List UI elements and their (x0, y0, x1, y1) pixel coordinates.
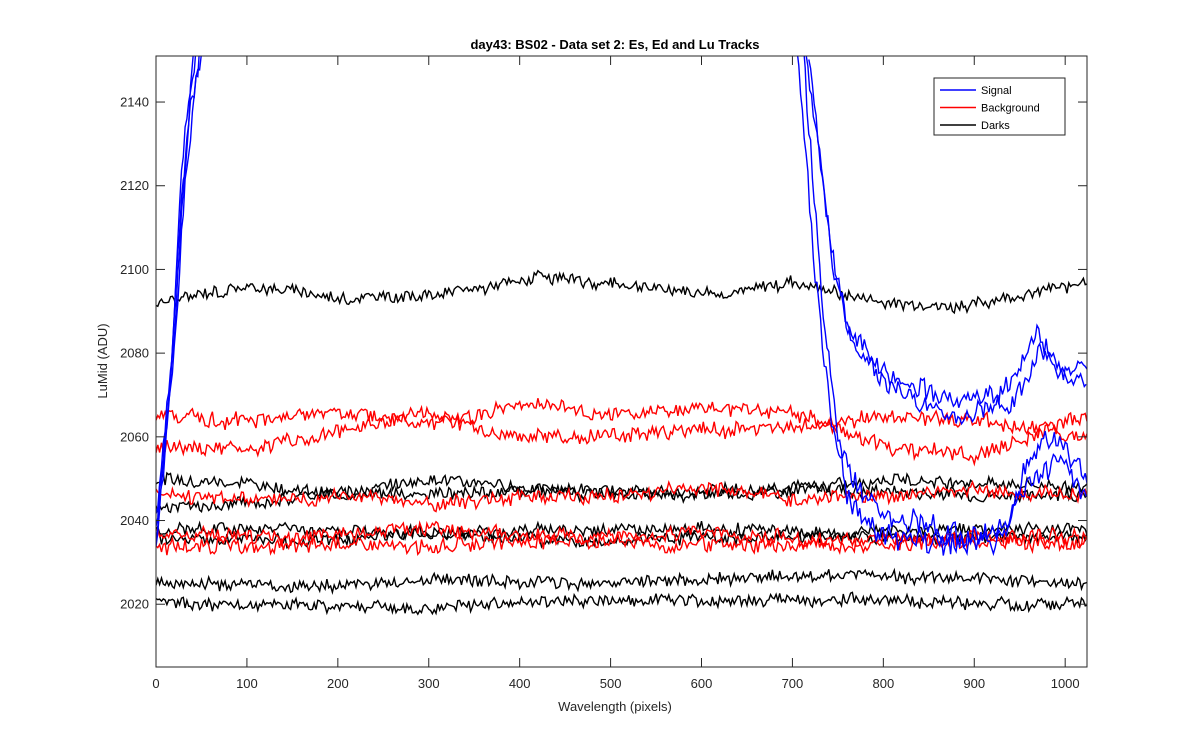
legend: Signal Background Darks (933, 77, 1066, 136)
x-tick-label: 200 (327, 676, 349, 691)
series-line-signal-4 (156, 56, 200, 527)
series-layer (156, 56, 1087, 616)
chart-title: day43: BS02 - Data set 2: Es, Ed and Lu … (470, 37, 759, 52)
y-tick-label: 2120 (120, 178, 149, 193)
x-tick-label: 700 (782, 676, 804, 691)
series-line-signal-2-tail (796, 56, 1087, 557)
x-tick-label: 400 (509, 676, 531, 691)
series-line-darks-16 (156, 591, 1087, 616)
series-line-signal-4-tail (808, 59, 1087, 426)
series-line-signal-3-tail (805, 56, 1087, 408)
legend-label-background: Background (981, 103, 1040, 115)
series-line-background-9 (156, 531, 1087, 556)
legend-label-signal: Signal (981, 85, 1012, 97)
x-tick-label: 0 (152, 676, 159, 691)
axes-box (155, 55, 1088, 668)
x-axis-label: Wavelength (pixels) (558, 699, 672, 714)
x-tick-label: 900 (963, 676, 985, 691)
y-tick-label: 2040 (120, 513, 149, 528)
series-line-darks-10 (156, 269, 1087, 315)
x-tick-label: 600 (691, 676, 713, 691)
x-tick-label: 500 (600, 676, 622, 691)
series-line-background-7 (156, 480, 1087, 513)
plot-area (156, 56, 1087, 667)
y-tick-label: 2100 (120, 262, 149, 277)
series-line-darks-12 (156, 478, 1087, 515)
y-tick-label: 2020 (120, 597, 149, 612)
legend-label-darks: Darks (981, 120, 1010, 132)
series-line-darks-15 (156, 567, 1087, 596)
y-axis-label: LuMid (ADU) (95, 323, 110, 398)
y-tick-label: 2060 (120, 429, 149, 444)
series-line-signal-1-tail (803, 56, 1087, 556)
series-line-background-6 (156, 404, 1087, 458)
series-line-signal-2 (156, 56, 194, 544)
y-tick-label: 2080 (120, 346, 149, 361)
x-tick-label: 300 (418, 676, 440, 691)
x-tick-label: 800 (872, 676, 894, 691)
x-tick-label: 1000 (1051, 676, 1080, 691)
series-line-darks-13 (156, 520, 1087, 542)
y-tick-label: 2140 (120, 95, 149, 110)
axis-layer: 0 100 200 300 400 500 600 700 800 900 1000 2020 2040… (120, 55, 1088, 691)
series-line-background-5 (156, 398, 1087, 467)
series-line-darks-11 (156, 471, 1087, 505)
x-tick-label: 100 (236, 676, 258, 691)
